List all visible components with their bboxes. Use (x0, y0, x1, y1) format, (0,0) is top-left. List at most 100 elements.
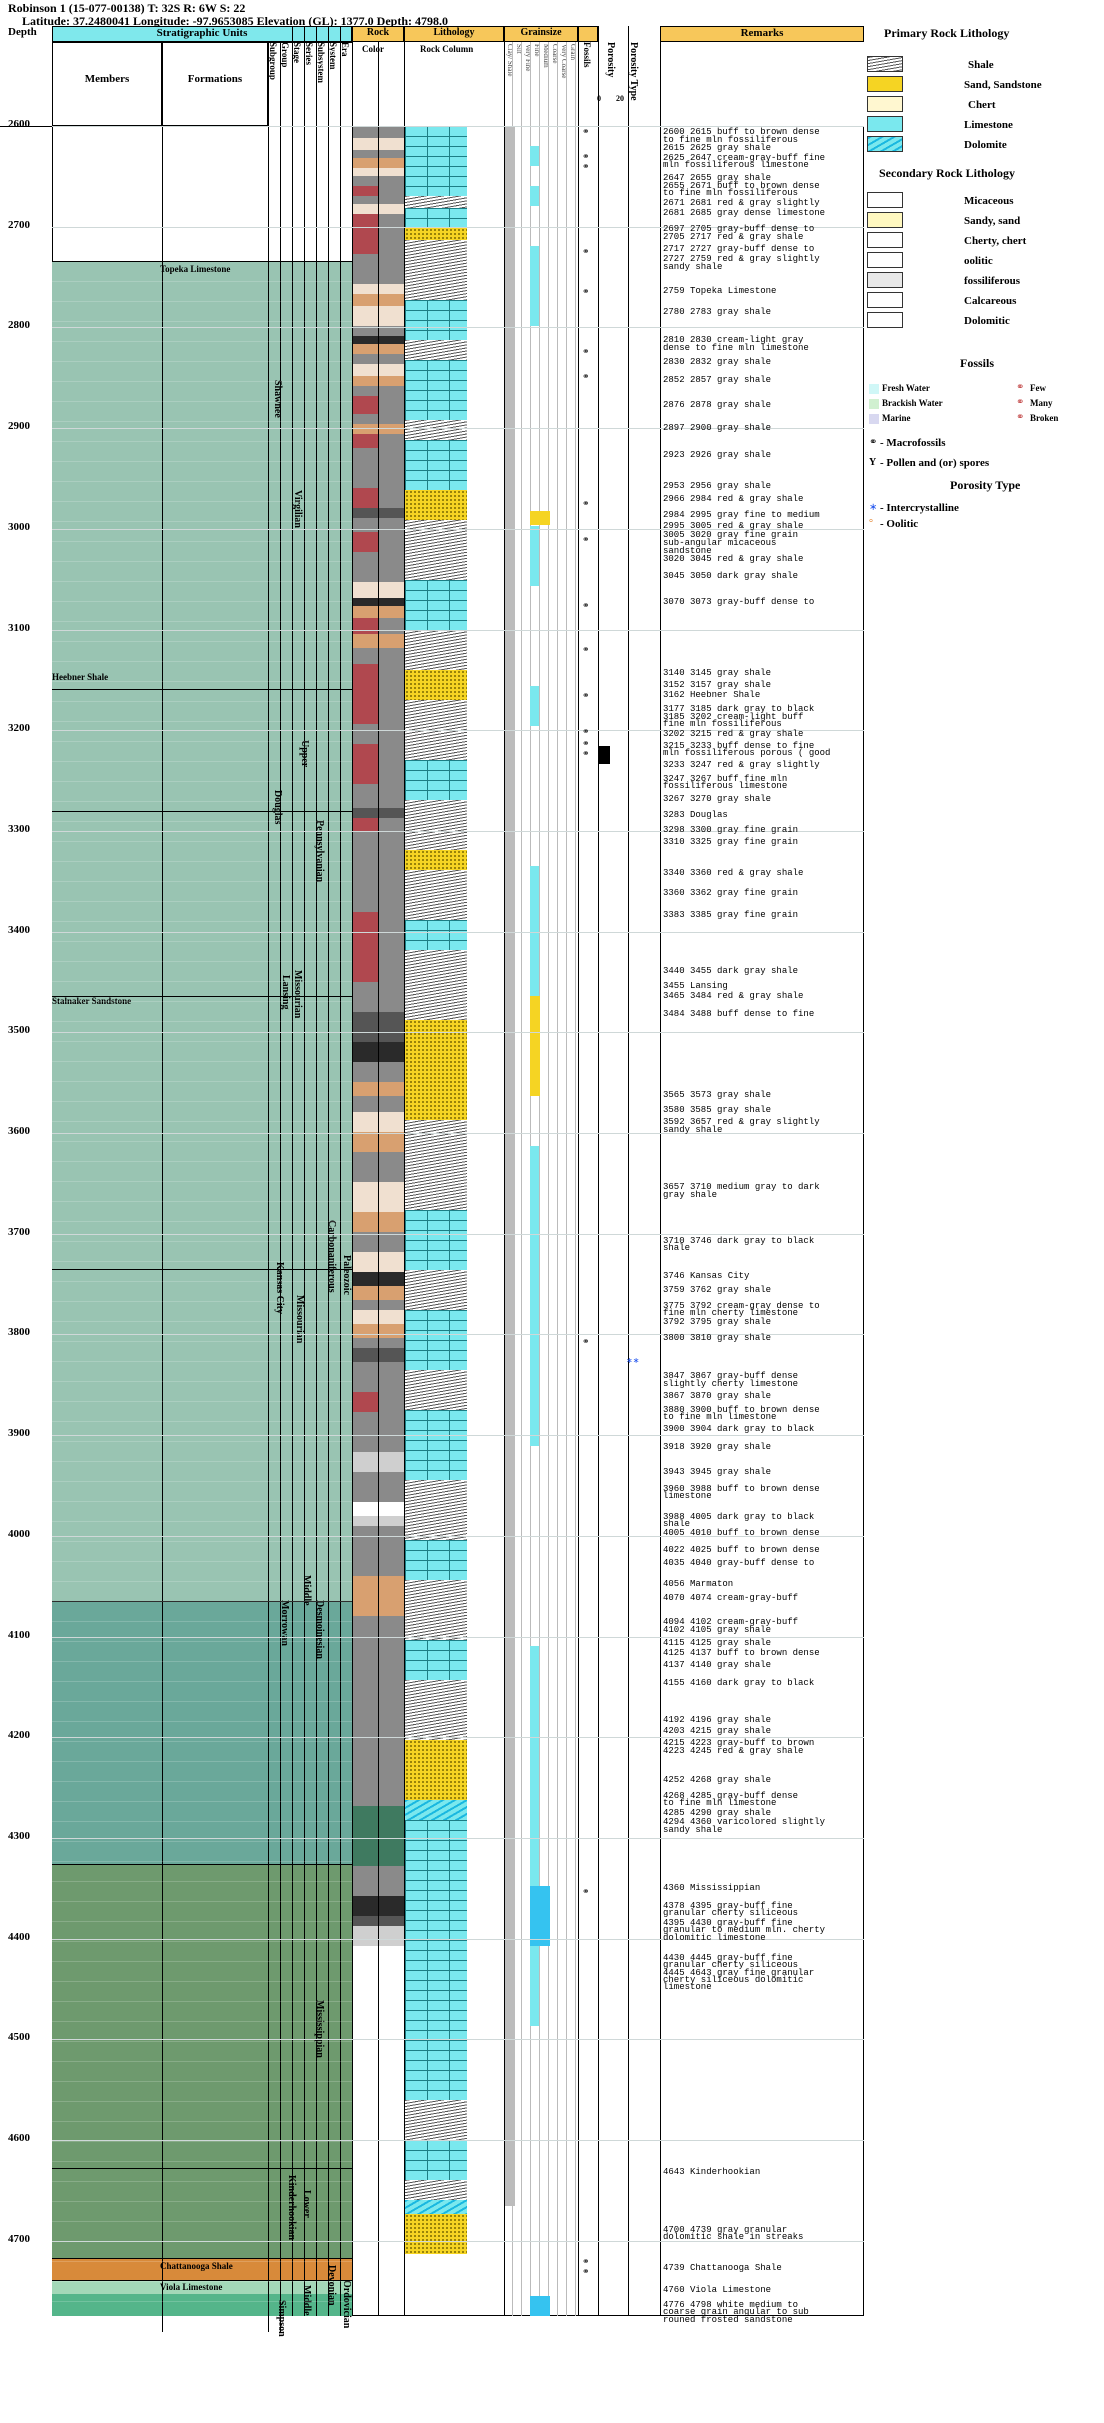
remark-line: 2681 2685 gray dense limestone (663, 208, 826, 218)
depth-gridline (52, 2039, 864, 2041)
rock-color-band (353, 150, 378, 158)
rock-color-band-secondary (379, 1866, 404, 1896)
strat-unit-label: Missourian (294, 1295, 305, 1344)
depth-tick-label: 4300 (8, 1829, 30, 1842)
well-location: Latitude: 37.2480041 Longitude: -97.9653… (22, 14, 448, 28)
rock-color-band (353, 912, 378, 982)
fossil-count-icon: ⚭ (1016, 412, 1025, 423)
rock-color-band (353, 196, 378, 204)
remark-line: 3070 3073 gray-buff dense to (663, 597, 815, 607)
grainsize-fine-bar (530, 686, 539, 726)
rock-color-band (353, 1042, 378, 1062)
strat-faint-line (52, 621, 352, 622)
strat-faint-line (52, 1221, 352, 1222)
remark-line: 2966 2984 red & gray shale (663, 494, 804, 504)
strat-faint-line (52, 1941, 352, 1942)
strat-faint-line (52, 401, 352, 402)
lithology-lime-band (405, 208, 467, 228)
lithology-shale-band (405, 2100, 467, 2140)
strat-faint-line (52, 1901, 352, 1902)
depth-gridline (52, 1535, 864, 1537)
lithology-lime-band (405, 440, 467, 490)
rock-color-band (353, 1232, 378, 1252)
rock-color-band-secondary (379, 1616, 404, 1806)
lithology-sand-band (405, 850, 467, 870)
remark-line: 3140 3145 gray shale (663, 668, 772, 678)
strat-faint-line (52, 1341, 352, 1342)
strat-unit-label: Lansing (280, 975, 291, 1010)
remark-line: 3988 4005 dark gray to black (663, 1512, 815, 1522)
remark-line: 3045 3050 dark gray shale (663, 571, 799, 581)
strat-faint-line (52, 2121, 352, 2122)
strat-faint-line (52, 1081, 352, 1082)
depth-gridline (52, 1233, 864, 1235)
strat-faint-line (52, 1521, 352, 1522)
legend-sandstone: Sand, Sandstone (964, 79, 1042, 91)
lithology-shale-band (405, 520, 467, 580)
remark-line: 4360 Mississippian (663, 1883, 761, 1893)
grainsize-clay-bar (505, 1646, 515, 1706)
remark-line: mln fossiliferous porous ( good (663, 748, 831, 758)
macrofossil-mark: ⚭ (582, 346, 590, 356)
rock-color-band (353, 582, 378, 598)
macrofossil-mark: ⚭ (582, 371, 590, 381)
primary-lithology-title: Primary Rock Lithology (884, 26, 1010, 40)
lithology-shale-band (405, 630, 467, 670)
strat-faint-line (52, 1661, 352, 1662)
rock-color-band (353, 488, 378, 508)
grainsize-clay-bar (505, 166, 515, 186)
lithology-shale-band (405, 340, 467, 360)
remark-line: 4430 4445 gray-buff fine (663, 1953, 793, 1963)
strat-unit-label: Desmoinesian (314, 1600, 325, 1659)
lithology-shale-band (405, 1370, 467, 1410)
grainsize-clay-bar (505, 726, 515, 806)
macrofossil-mark: ⚭ (582, 1336, 590, 1346)
rock-color-band-secondary (379, 306, 404, 326)
macrofossil-mark: ⚭ (582, 161, 590, 171)
rock-color-band-secondary (379, 1300, 404, 1310)
depth-gridline (52, 528, 864, 530)
strat-faint-line (52, 1741, 352, 1742)
remark-line: 3565 3573 gray shale (663, 1090, 772, 1100)
lithology-shale-band (405, 1270, 467, 1310)
rock-color-band (353, 254, 378, 284)
remark-line: 4700 4739 gray granular (663, 2225, 788, 2235)
remark-line: sandy shale (663, 1825, 723, 1835)
strat-faint-line (52, 341, 352, 342)
rock-color-band-secondary (379, 724, 404, 744)
lithology-shale-band (405, 1120, 467, 1210)
rock-color-band (353, 1112, 378, 1132)
strat-faint-line (52, 1441, 352, 1442)
porosity-scale-min: 0 (597, 94, 601, 103)
remark-line: 2705 2717 red & gray shale (663, 232, 804, 242)
depth-gridline (52, 1435, 864, 1437)
macrofossil-icon: ⚭ (869, 437, 878, 448)
remark-line: 3900 3904 dark gray to black (663, 1424, 815, 1434)
rock-color-band-secondary (379, 150, 404, 158)
rock-color-band (353, 784, 378, 808)
strat-faint-line (52, 761, 352, 762)
strat-faint-line (52, 1121, 352, 1122)
rock-color-band (353, 518, 378, 532)
lithology-dolo-band (405, 2200, 467, 2214)
secondary-swatch-2 (867, 232, 903, 248)
rock-color-band (353, 1896, 378, 1916)
remark-line: slightly cherty limestone (663, 1379, 799, 1389)
lithology-shale-band (405, 870, 467, 920)
remark-line: 2647 2655 gray shale (663, 173, 772, 183)
secondary-swatch-1 (867, 212, 903, 228)
grain-header-6: Very Coarse (560, 44, 568, 79)
depth-gridline (52, 1334, 864, 1336)
rock-color-band (353, 1502, 378, 1516)
macrofossil-mark: ⚭ (582, 600, 590, 610)
rock-color-band-secondary (379, 1576, 404, 1616)
strat-unit-label: Kansas City (274, 1262, 285, 1314)
oolitic-porosity-icon: ° (869, 518, 873, 529)
macrofossil-mark: ⚭ (582, 246, 590, 256)
depth-gridline (52, 931, 864, 933)
depth-tick-label: 4500 (8, 2031, 30, 2044)
rock-color-band (353, 1806, 378, 1866)
column-divider (328, 26, 329, 2316)
depth-tick-label: 3600 (8, 1125, 30, 1137)
rock-color-band-secondary (379, 648, 404, 664)
